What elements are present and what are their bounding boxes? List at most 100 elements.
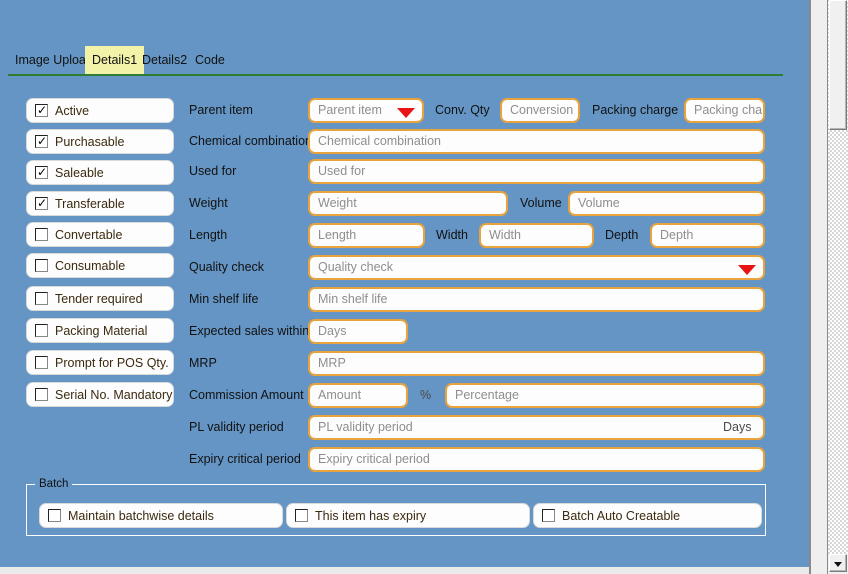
checkbox-tender-required[interactable]: Tender required [26,286,174,311]
check-mark-icon: ✓ [37,165,48,179]
conv-qty-input[interactable]: Conversion ... [500,98,580,123]
chemical-combination-input[interactable]: Chemical combination [308,129,765,154]
label-expiry-critical-period: Expiry critical period [189,452,301,466]
label-mrp: MRP [189,356,217,370]
checkbox-label-serial-no-mandatory: Serial No. Mandatory [55,388,173,402]
label-volume: Volume [520,196,562,210]
checkbox-transferable[interactable]: ✓ Transferable [26,191,174,216]
checkbox-box-consumable [35,259,48,272]
tab-divider [8,74,783,76]
checkbox-label-packing-material: Packing Material [55,324,148,338]
checkbox-label-maintain-batchwise-details: Maintain batchwise details [68,509,214,523]
scrollbar-track[interactable] [828,0,848,554]
checkbox-serial-no-mandatory[interactable]: Serial No. Mandatory [26,382,174,407]
label-conv-qty: Conv. Qty [435,103,490,117]
checkbox-this-item-has-expiry[interactable]: This item has expiry [286,503,530,528]
commission-amount-input[interactable]: Amount [308,383,408,408]
checkbox-box-tender-required [35,292,48,305]
checkbox-box-transferable: ✓ [35,197,48,210]
batch-group: Batch Maintain batchwise details This it… [26,477,766,536]
checkbox-box-batch-auto-creatable [542,509,555,522]
pl-validity-period-suffix: Days [723,420,752,434]
page-right-edge [809,0,811,574]
tab-details2[interactable]: Details2 [142,53,188,67]
label-parent-item: Parent item [189,103,253,117]
checkbox-box-serial-no-mandatory [35,388,48,401]
checkbox-box-this-item-has-expiry [295,509,308,522]
checkbox-label-saleable: Saleable [55,166,104,180]
checkbox-box-maintain-batchwise-details [48,509,61,522]
packing-charge-input[interactable]: Packing cha... [684,98,765,123]
check-mark-icon: ✓ [37,134,48,148]
checkbox-label-tender-required: Tender required [55,292,143,306]
form-page: Image Upload Details1 Details2 Code ✓ Ac… [0,0,809,567]
vertical-scrollbar[interactable] [827,0,848,574]
label-min-shelf-life: Min shelf life [189,292,259,306]
scrollbar-down-button[interactable] [829,554,847,572]
label-length: Length [189,228,228,242]
label-pl-validity-period: PL validity period [189,420,284,434]
label-quality-check: Quality check [189,260,265,274]
label-chemical-combination: Chemical combination [189,134,312,148]
checkbox-box-purchasable: ✓ [35,135,48,148]
label-commission-amount: Commission Amount [189,388,304,402]
checkbox-purchasable[interactable]: ✓ Purchasable [26,129,174,154]
label-used-for: Used for [189,164,237,178]
chevron-down-icon [834,562,842,567]
checkbox-label-prompt-for-pos-qty: Prompt for POS Qty. [55,356,169,370]
tab-code[interactable]: Code [195,53,225,67]
min-shelf-life-input[interactable]: Min shelf life [308,287,765,312]
pl-validity-period-input[interactable]: PL validity period [308,415,765,440]
checkbox-label-batch-auto-creatable: Batch Auto Creatable [562,509,681,523]
checkbox-label-convertable: Convertable [55,228,123,242]
checkbox-box-packing-material [35,324,48,337]
expected-sales-within-input[interactable]: Days [308,319,408,344]
tab-bar: Image Upload Details1 Details2 Code [0,46,790,74]
tab-image-upload[interactable]: Image Upload [15,53,93,67]
pl-validity-period-placeholder: PL validity period [318,420,413,434]
label-expected-sales-within: Expected sales within [189,324,310,338]
checkbox-label-active: Active [55,104,90,118]
quality-check-dropdown[interactable]: Quality check [308,255,765,280]
parent-item-value: Parent item [318,103,382,117]
checkbox-convertable[interactable]: Convertable [26,222,174,247]
check-mark-icon: ✓ [37,196,48,210]
depth-input[interactable]: Depth [650,223,765,248]
tab-details1[interactable]: Details1 [85,46,145,74]
mrp-input[interactable]: MRP [308,351,765,376]
chevron-down-icon[interactable] [397,107,415,118]
label-width: Width [436,228,468,242]
checkbox-saleable[interactable]: ✓ Saleable [26,160,174,185]
checkbox-consumable[interactable]: Consumable [26,253,174,278]
scrollbar-thumb[interactable] [829,0,847,130]
volume-input[interactable]: Volume [568,191,765,216]
width-input[interactable]: Width [479,223,594,248]
quality-check-value: Quality check [318,260,394,274]
percent-separator: % [420,388,432,402]
checkbox-maintain-batchwise-details[interactable]: Maintain batchwise details [39,503,283,528]
checkbox-active[interactable]: ✓ Active [26,98,174,123]
label-depth: Depth [605,228,639,242]
expiry-critical-period-input[interactable]: Expiry critical period [308,447,765,472]
checkbox-box-active: ✓ [35,104,48,117]
window-gap-strip [811,0,827,574]
weight-input[interactable]: Weight [308,191,508,216]
label-weight: Weight [189,196,228,210]
label-packing-charge: Packing charge [592,103,679,117]
used-for-input[interactable]: Used for [308,159,765,184]
checkbox-label-transferable: Transferable [55,197,125,211]
checkbox-batch-auto-creatable[interactable]: Batch Auto Creatable [533,503,762,528]
checkbox-prompt-for-pos-qty[interactable]: Prompt for POS Qty. [26,350,174,375]
checkbox-packing-material[interactable]: Packing Material [26,318,174,343]
page-bottom-strip [0,567,809,574]
chevron-down-icon[interactable] [738,264,756,275]
commission-percentage-input[interactable]: Percentage [445,383,765,408]
length-input[interactable]: Length [308,223,425,248]
checkbox-label-this-item-has-expiry: This item has expiry [315,509,427,523]
checkbox-box-saleable: ✓ [35,166,48,179]
checkbox-box-convertable [35,228,48,241]
checkbox-label-purchasable: Purchasable [55,135,125,149]
parent-item-dropdown[interactable]: Parent item [308,98,424,123]
checkbox-label-consumable: Consumable [55,259,126,273]
